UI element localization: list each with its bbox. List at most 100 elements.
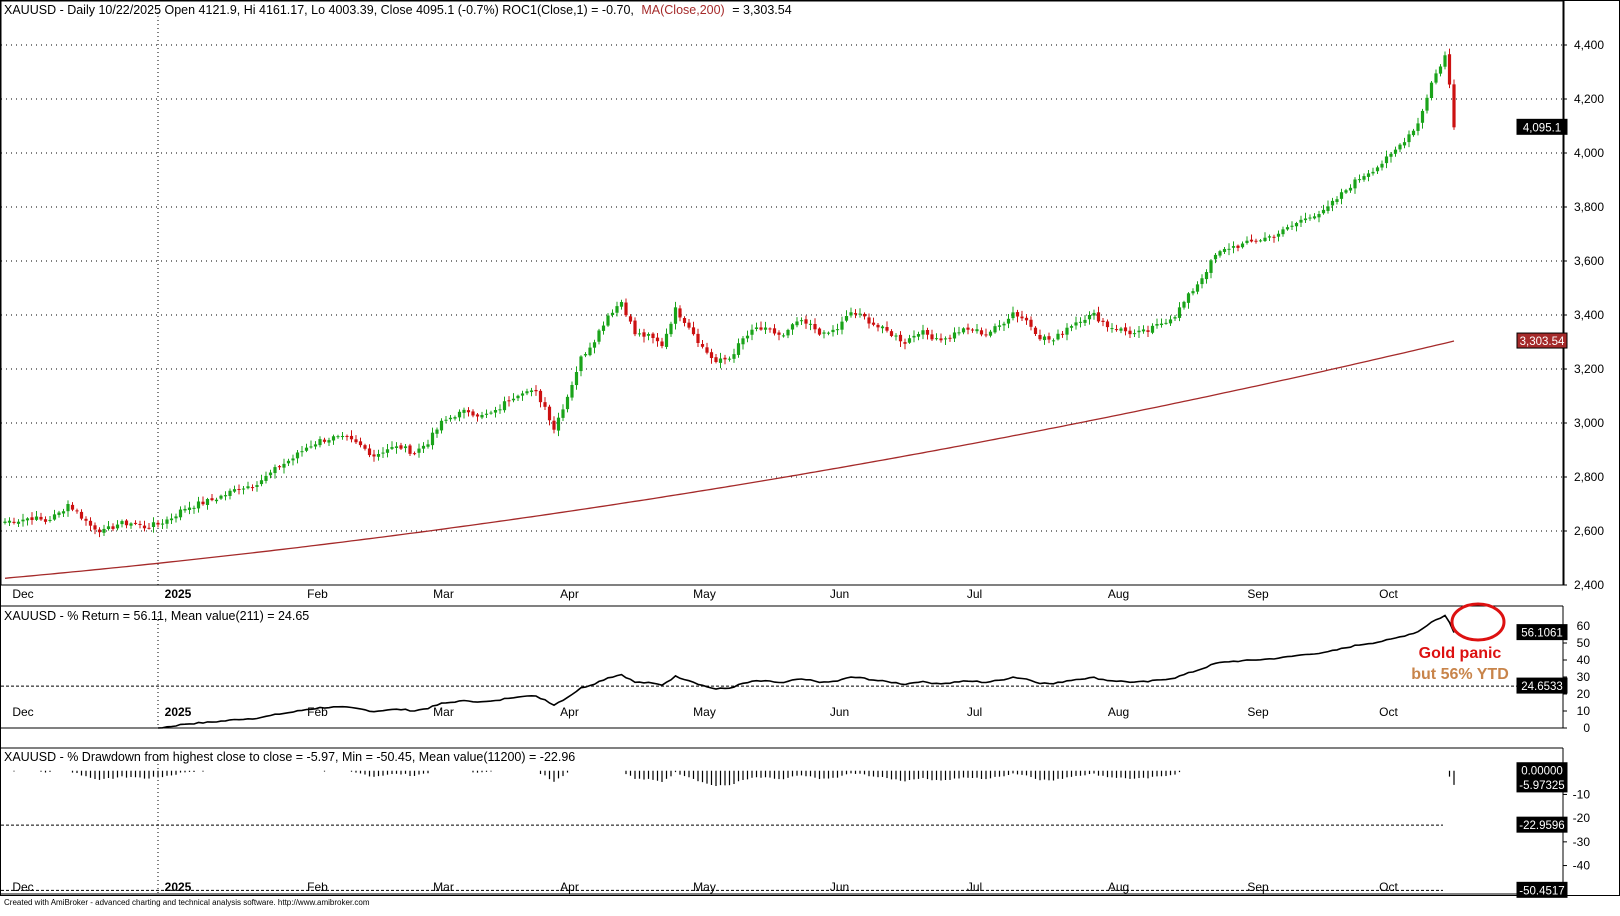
candle-body <box>871 322 876 325</box>
candle-body <box>97 529 102 533</box>
candle-body <box>115 524 120 529</box>
candle-body <box>421 445 426 449</box>
candle-body <box>889 331 894 336</box>
candle-body <box>745 335 750 339</box>
candle-body <box>1204 272 1209 280</box>
candle-body <box>120 521 124 525</box>
candle-body <box>273 467 277 474</box>
candle-body <box>1276 233 1281 237</box>
candle-body <box>633 320 637 335</box>
candle-body <box>498 409 502 411</box>
candle-body <box>1411 130 1416 136</box>
candle-body <box>862 313 867 317</box>
candle-body <box>205 499 210 505</box>
price-axis-label: 4,000 <box>1574 146 1604 160</box>
month-tick-label: May <box>693 587 716 601</box>
grid-layer <box>1 8 1563 894</box>
candle-body <box>795 321 799 326</box>
drawdown-axis-label: -40 <box>1573 859 1591 873</box>
candle-body <box>1168 319 1173 324</box>
candle-body <box>1281 229 1285 235</box>
candle-body <box>1222 248 1227 252</box>
candle-body <box>1150 325 1155 333</box>
candle-body <box>1447 54 1452 85</box>
candle-body <box>484 413 489 415</box>
price-header-ma-label: MA(Close,200) <box>641 3 724 17</box>
annotation-line2: but 56% YTD <box>1411 666 1509 683</box>
candle-body <box>1164 322 1168 324</box>
drawdown-current-label-bg <box>1516 776 1568 793</box>
candle-body <box>1006 318 1011 324</box>
candle-body <box>646 334 651 336</box>
candle-body <box>466 410 471 413</box>
candle-body <box>1060 333 1065 335</box>
candle-body <box>327 440 331 443</box>
candle-body <box>1024 317 1029 321</box>
candle-body <box>1218 251 1222 256</box>
candle-body <box>1051 340 1056 342</box>
candle-body <box>408 445 412 454</box>
candle-body <box>1236 245 1240 248</box>
month-tick-label: 2025 <box>165 587 192 601</box>
candle-body <box>219 495 223 499</box>
candle-body <box>394 446 399 448</box>
candle-body <box>183 508 187 511</box>
month-tick-label: May <box>693 880 716 894</box>
candle-body <box>907 338 912 343</box>
candle-body <box>237 489 241 491</box>
return-axis-label: 10 <box>1577 704 1591 718</box>
candle-body <box>241 488 246 490</box>
candle-body <box>259 480 264 485</box>
candle-body <box>1105 321 1110 328</box>
candle-body <box>970 329 975 331</box>
candle-body <box>133 522 138 524</box>
candle-body <box>1110 328 1114 330</box>
return-last-label: 56.1061 <box>1521 628 1563 640</box>
candle-body <box>1357 179 1362 181</box>
candle-body <box>754 327 759 330</box>
candle-body <box>988 331 993 336</box>
candle-body <box>264 475 268 481</box>
month-tick-label: Apr <box>560 880 579 894</box>
candle-body <box>358 441 363 446</box>
candle-body <box>885 327 889 331</box>
month-tick-label: Dec <box>12 880 33 894</box>
candle-body <box>345 435 349 437</box>
candle-body <box>574 372 579 386</box>
candle-body <box>930 334 934 340</box>
candle-body <box>804 319 808 324</box>
candle-body <box>196 501 201 509</box>
candle-body <box>651 333 655 339</box>
candle-body <box>1047 336 1051 340</box>
candle-body <box>160 523 165 525</box>
candle-body <box>511 398 516 401</box>
candle-body <box>592 342 597 348</box>
candle-body <box>880 326 885 329</box>
candle-body <box>1380 163 1384 168</box>
price-header-text: XAUUSD - Daily 10/22/2025 Open 4121.9, H… <box>4 3 792 17</box>
candle-body <box>435 429 439 434</box>
candle-body <box>781 335 786 337</box>
month-tick-label: Oct <box>1379 880 1398 894</box>
month-tick-label: Oct <box>1379 587 1398 601</box>
candle-body <box>1258 240 1263 242</box>
candle-body <box>741 338 745 345</box>
candle-body <box>21 519 25 522</box>
month-tick-label: Sep <box>1247 705 1269 719</box>
candle-body <box>610 312 615 315</box>
price-axis-label: 2,800 <box>1574 470 1604 484</box>
return-mean-label: 24.6533 <box>1521 681 1563 693</box>
candle-body <box>1128 330 1132 335</box>
candle-body <box>840 321 844 330</box>
candle-body <box>534 389 538 392</box>
candle-body <box>808 323 813 325</box>
candle-body <box>282 463 286 468</box>
candle-body <box>642 332 646 337</box>
candle-body <box>426 444 430 447</box>
candle-body <box>147 527 151 529</box>
last-price-label-bg <box>1516 118 1568 135</box>
candle-body <box>106 526 111 530</box>
candle-body <box>520 393 525 396</box>
candle-body <box>1330 200 1335 206</box>
candle-body <box>984 334 988 336</box>
